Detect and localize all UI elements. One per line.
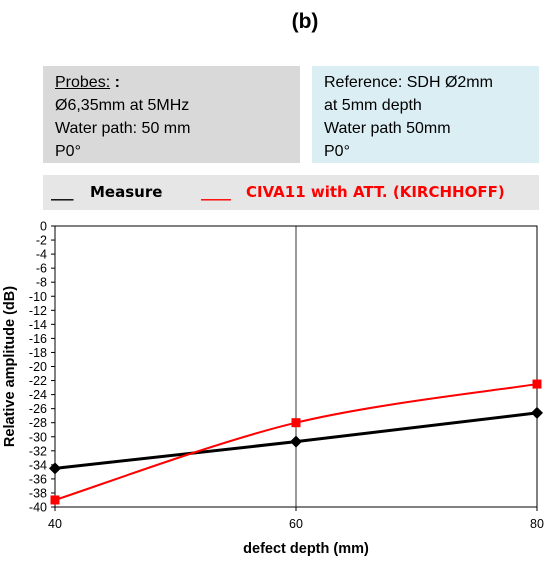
- y-tick-label: -26: [29, 402, 47, 416]
- probes-heading: Probes:: [55, 74, 111, 91]
- probes-line: Water path: 50 mm: [55, 120, 191, 137]
- y-axis-title: Relative amplitude (dB): [2, 286, 18, 447]
- y-tick-label: -40: [29, 501, 47, 515]
- x-tick-label: 80: [530, 517, 544, 531]
- line-chart: 0-2-4-6-8-10-12-14-16-18-20-22-24-26-28-…: [2, 220, 544, 558]
- reference-line: Reference: SDH Ø2mm: [324, 74, 493, 91]
- y-tick-label: -34: [29, 458, 47, 472]
- y-tick-label: -20: [29, 360, 47, 374]
- y-tick-label: -10: [29, 290, 47, 304]
- legend-civa-dash: ____: [201, 183, 231, 201]
- probes-info-box: Probes: : Ø6,35mm at 5MHz Water path: 50…: [43, 66, 300, 163]
- y-tick-label: 0: [40, 220, 47, 234]
- probes-heading-suffix: :: [110, 74, 120, 91]
- probes-heading-line: Probes: :: [55, 71, 288, 94]
- reference-line: P0°: [324, 143, 350, 160]
- civa-data-point: [532, 379, 542, 389]
- y-tick-label: -22: [29, 374, 47, 388]
- y-tick-label: -28: [29, 416, 47, 430]
- probes-line: Ø6,35mm at 5MHz: [55, 97, 190, 114]
- legend-civa-label: CIVA11 with ATT. (KIRCHHOFF): [246, 183, 505, 201]
- reference-line: Water path 50mm: [324, 120, 451, 137]
- chart-legend: ___ Measure ____ CIVA11 with ATT. (KIRCH…: [43, 175, 539, 210]
- legend-measure-label: Measure: [90, 183, 163, 201]
- reference-info-box: Reference: SDH Ø2mm at 5mm depth Water p…: [312, 66, 539, 163]
- y-tick-label: -18: [29, 346, 47, 360]
- probes-line: P0°: [55, 143, 81, 160]
- y-tick-label: -38: [29, 486, 47, 500]
- y-tick-label: -32: [29, 444, 47, 458]
- y-tick-label: -30: [29, 430, 47, 444]
- y-tick-label: -2: [36, 234, 47, 248]
- measure-data-point: [290, 435, 302, 448]
- legend-measure-dash: ___: [51, 183, 74, 201]
- reference-line: at 5mm depth: [324, 97, 422, 114]
- measure-data-point: [49, 462, 61, 475]
- y-tick-label: -36: [29, 472, 47, 486]
- y-tick-label: -14: [29, 318, 47, 332]
- civa-data-point: [50, 495, 60, 505]
- x-axis-title: defect depth (mm): [243, 541, 369, 557]
- y-tick-label: -6: [36, 262, 47, 276]
- y-tick-label: -4: [36, 248, 47, 262]
- measure-data-point: [531, 406, 543, 419]
- y-tick-label: -16: [29, 332, 47, 346]
- x-tick-label: 40: [48, 517, 62, 531]
- panel-label: (b): [291, 10, 319, 33]
- civa-data-point: [291, 418, 301, 428]
- y-tick-label: -8: [36, 276, 47, 290]
- y-tick-label: -12: [29, 304, 47, 318]
- x-tick-label: 60: [289, 517, 303, 531]
- y-tick-label: -24: [29, 388, 47, 402]
